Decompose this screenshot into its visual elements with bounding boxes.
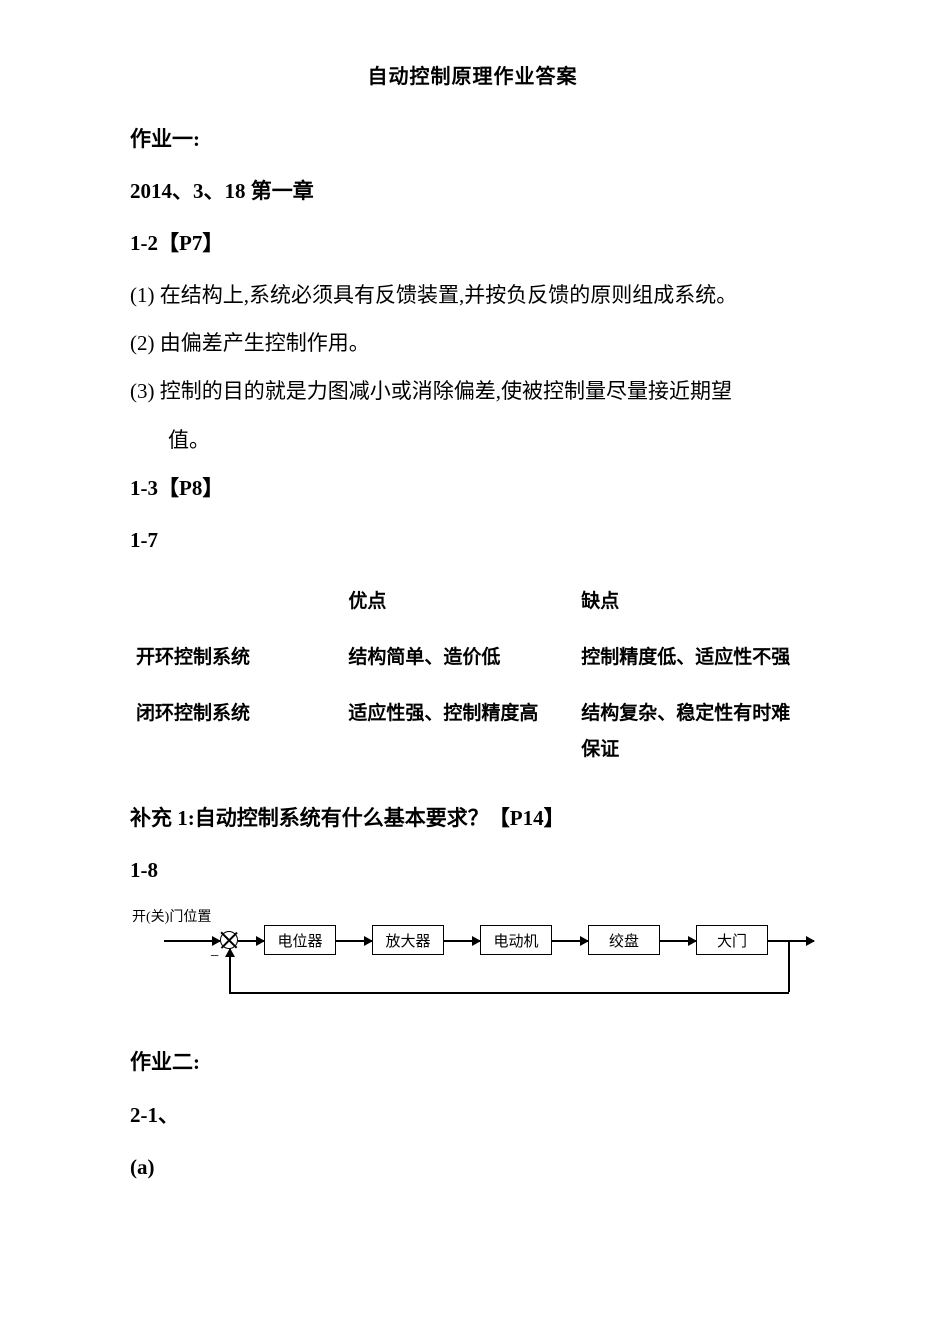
summing-junction-icon [220,931,238,949]
diagram-box: 放大器 [372,925,444,955]
diagram-input-label: 开(关)门位置 [132,906,211,926]
hw1-heading: 作业一: [130,117,815,161]
q1-8-heading: 1-8 [130,848,815,892]
table-cell: 开环控制系统 [130,630,342,686]
diagram-box: 电动机 [480,925,552,955]
supp1-heading: 补充 1:自动控制系统有什么基本要求？【P14】 [130,796,815,840]
q2-1-heading: 2-1、 [130,1093,815,1137]
table-row: 开环控制系统 结构简单、造价低 控制精度低、适应性不强 [130,630,815,686]
table-cell [130,574,342,630]
q2-1a-heading: (a) [130,1145,815,1189]
arrow-icon [225,948,235,957]
table-cell: 控制精度低、适应性不强 [575,630,815,686]
diagram-box: 电位器 [264,925,336,955]
q1-2-heading: 1-2【P7】 [130,221,815,265]
q1-3-heading: 1-3【P8】 [130,466,815,510]
table-row: 优点 缺点 [130,574,815,630]
table-cell: 适应性强、控制精度高 [342,686,575,778]
table-cell: 结构简单、造价低 [342,630,575,686]
table-cell: 闭环控制系统 [130,686,342,778]
list-item: (1) 在结构上,系统必须具有反馈装置,并按负反馈的原则组成系统。 [130,273,815,317]
list-item: (3) 控制的目的就是力图减小或消除偏差,使被控制量尽量接近期望 [130,369,815,413]
list-item: 值。 [130,418,815,462]
table-row: 闭环控制系统 适应性强、控制精度高 结构复杂、稳定性有时难保证 [130,686,815,778]
block-diagram: 开(关)门位置 − 电位器 放大器 电动机 绞盘 大门 [124,900,814,1020]
comparison-table: 优点 缺点 开环控制系统 结构简单、造价低 控制精度低、适应性不强 闭环控制系统… [130,574,815,778]
chapter-heading: 2014、3、18 第一章 [130,169,815,213]
diagram-line [229,992,789,994]
hw2-heading: 作业二: [130,1040,815,1084]
page-title: 自动控制原理作业答案 [130,60,815,89]
table-cell: 结构复杂、稳定性有时难保证 [575,686,815,778]
arrow-icon [806,936,815,946]
list-item: (2) 由偏差产生控制作用。 [130,321,815,365]
diagram-box: 绞盘 [588,925,660,955]
q1-2-answers: (1) 在结构上,系统必须具有反馈装置,并按负反馈的原则组成系统。 (2) 由偏… [130,273,815,461]
q1-7-heading: 1-7 [130,518,815,562]
table-cell: 优点 [342,574,575,630]
diagram-line [788,940,790,992]
diagram-box: 大门 [696,925,768,955]
minus-sign: − [210,948,219,966]
table-cell: 缺点 [575,574,815,630]
